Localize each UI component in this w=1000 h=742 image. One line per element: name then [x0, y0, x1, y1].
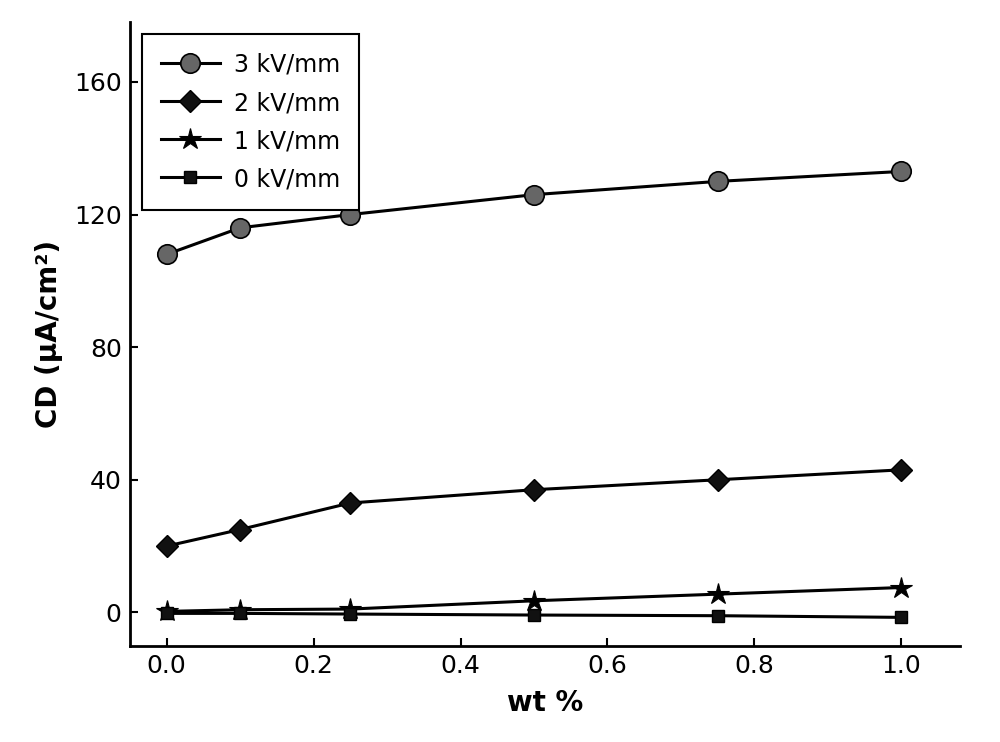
- 0 kV/mm: [895, 613, 907, 622]
- Line: 0 kV/mm: 0 kV/mm: [160, 607, 907, 623]
- 1 kV/mm: [712, 590, 724, 599]
- Line: 3 kV/mm: 3 kV/mm: [157, 162, 911, 264]
- 2 kV/mm: [895, 465, 907, 474]
- 3 kV/mm: [895, 167, 907, 176]
- 3 kV/mm: [234, 223, 246, 232]
- 1 kV/mm: [344, 605, 356, 614]
- 2 kV/mm: [234, 525, 246, 534]
- Legend: 3 kV/mm, 2 kV/mm, 1 kV/mm, 0 kV/mm: 3 kV/mm, 2 kV/mm, 1 kV/mm, 0 kV/mm: [142, 34, 359, 210]
- 3 kV/mm: [161, 250, 173, 259]
- 1 kV/mm: [895, 583, 907, 592]
- X-axis label: wt %: wt %: [507, 689, 583, 717]
- 2 kV/mm: [161, 542, 173, 551]
- 2 kV/mm: [712, 476, 724, 485]
- 0 kV/mm: [528, 611, 540, 620]
- 3 kV/mm: [344, 210, 356, 219]
- 0 kV/mm: [161, 609, 173, 618]
- 0 kV/mm: [712, 611, 724, 620]
- Line: 1 kV/mm: 1 kV/mm: [156, 577, 912, 623]
- 2 kV/mm: [528, 485, 540, 494]
- 0 kV/mm: [344, 610, 356, 619]
- 1 kV/mm: [528, 597, 540, 605]
- 1 kV/mm: [234, 605, 246, 614]
- 0 kV/mm: [234, 609, 246, 618]
- 1 kV/mm: [161, 607, 173, 616]
- 3 kV/mm: [528, 190, 540, 199]
- Line: 2 kV/mm: 2 kV/mm: [159, 462, 909, 554]
- 2 kV/mm: [344, 499, 356, 508]
- 3 kV/mm: [712, 177, 724, 186]
- Y-axis label: CD (μA/cm²): CD (μA/cm²): [35, 240, 63, 428]
